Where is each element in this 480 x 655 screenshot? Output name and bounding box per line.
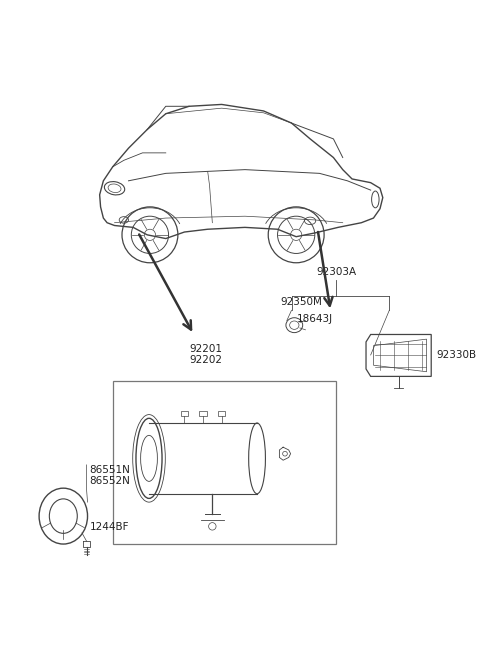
Bar — [218, 411, 226, 415]
Text: 92202: 92202 — [189, 355, 222, 365]
Bar — [113, 381, 336, 544]
Text: 92350M: 92350M — [280, 297, 322, 307]
Text: 86552N: 86552N — [89, 476, 130, 486]
Text: 92201: 92201 — [189, 344, 222, 354]
Text: 92303A: 92303A — [316, 267, 356, 277]
Bar — [199, 411, 207, 415]
Text: 92330B: 92330B — [436, 350, 476, 360]
Text: 86551N: 86551N — [89, 464, 130, 474]
Text: 1244BF: 1244BF — [89, 522, 129, 533]
Text: 18643J: 18643J — [297, 314, 333, 324]
Bar — [180, 411, 188, 415]
